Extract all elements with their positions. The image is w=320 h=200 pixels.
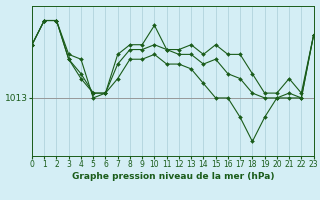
X-axis label: Graphe pression niveau de la mer (hPa): Graphe pression niveau de la mer (hPa) (72, 172, 274, 181)
